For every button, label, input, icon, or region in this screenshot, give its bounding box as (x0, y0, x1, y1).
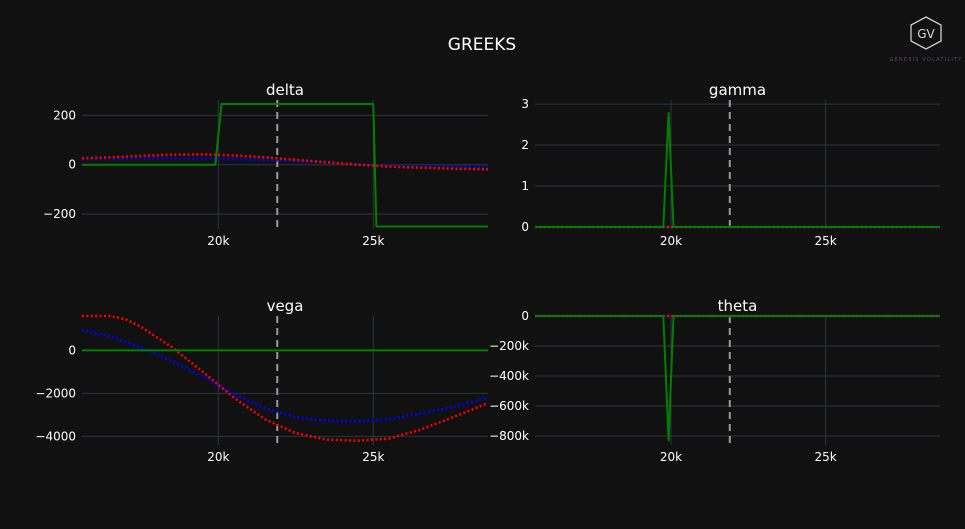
series-line-3 (535, 112, 940, 228)
subplot-title: vega (267, 297, 304, 315)
x-tick-label: 20k (207, 234, 229, 248)
y-tick-label: 2 (521, 138, 529, 152)
y-tick-label: 3 (521, 97, 529, 111)
series-line-2 (82, 314, 489, 443)
y-tick-label: −400k (489, 369, 529, 383)
subplot-gamma: 20k 25k 3 2 1 0 gamma (521, 81, 940, 248)
subplot-title: theta (718, 297, 758, 315)
y-tick-label: 0 (521, 220, 529, 234)
y-tick-label: −200k (489, 339, 529, 353)
x-tick-label: 25k (815, 450, 837, 464)
x-tick-label: 20k (660, 450, 682, 464)
subplot-delta: 20k 25k 200 0 −200 delta (43, 81, 489, 248)
series-line-3 (535, 315, 940, 442)
y-tick-label: −200 (43, 207, 76, 221)
series-line-1 (81, 157, 489, 169)
y-tick-label: 0 (521, 309, 529, 323)
x-tick-label: 20k (207, 450, 229, 464)
y-tick-label: 0 (68, 343, 76, 357)
x-tick-label: 20k (660, 234, 682, 248)
chart-title: GREEKS (448, 35, 516, 55)
logo-caption: GENESIS VOLATILITY (889, 57, 962, 63)
y-tick-label: 0 (68, 158, 76, 172)
subplot-vega: 20k 25k 0 −2000 −4000 vega (35, 297, 489, 464)
logo: GV GENESIS VOLATILITY (889, 16, 962, 63)
y-tick-label: 200 (53, 108, 76, 122)
subplots: 20k 25k 200 0 −200 delta 20k 25k 3 2 1 0 gamma 20k 25k… (35, 81, 940, 464)
subplot-theta: 20k 25k 0 −200k −400k −600k −800k theta (489, 297, 940, 464)
x-tick-label: 25k (362, 234, 384, 248)
y-tick-label: −4000 (35, 429, 76, 443)
series-line-2 (81, 153, 489, 171)
x-tick-label: 25k (815, 234, 837, 248)
x-tick-label: 25k (362, 450, 384, 464)
series-line-3 (82, 103, 488, 228)
y-tick-label: −600k (489, 399, 529, 413)
logo-initials: GV (917, 27, 935, 41)
y-tick-label: 1 (521, 179, 529, 193)
y-tick-label: −2000 (35, 386, 76, 400)
y-tick-label: −800k (489, 429, 529, 443)
series-line-1 (81, 328, 489, 423)
hexagon-logo-icon (910, 16, 942, 50)
subplot-title: gamma (709, 81, 766, 99)
subplot-title: delta (266, 81, 304, 99)
